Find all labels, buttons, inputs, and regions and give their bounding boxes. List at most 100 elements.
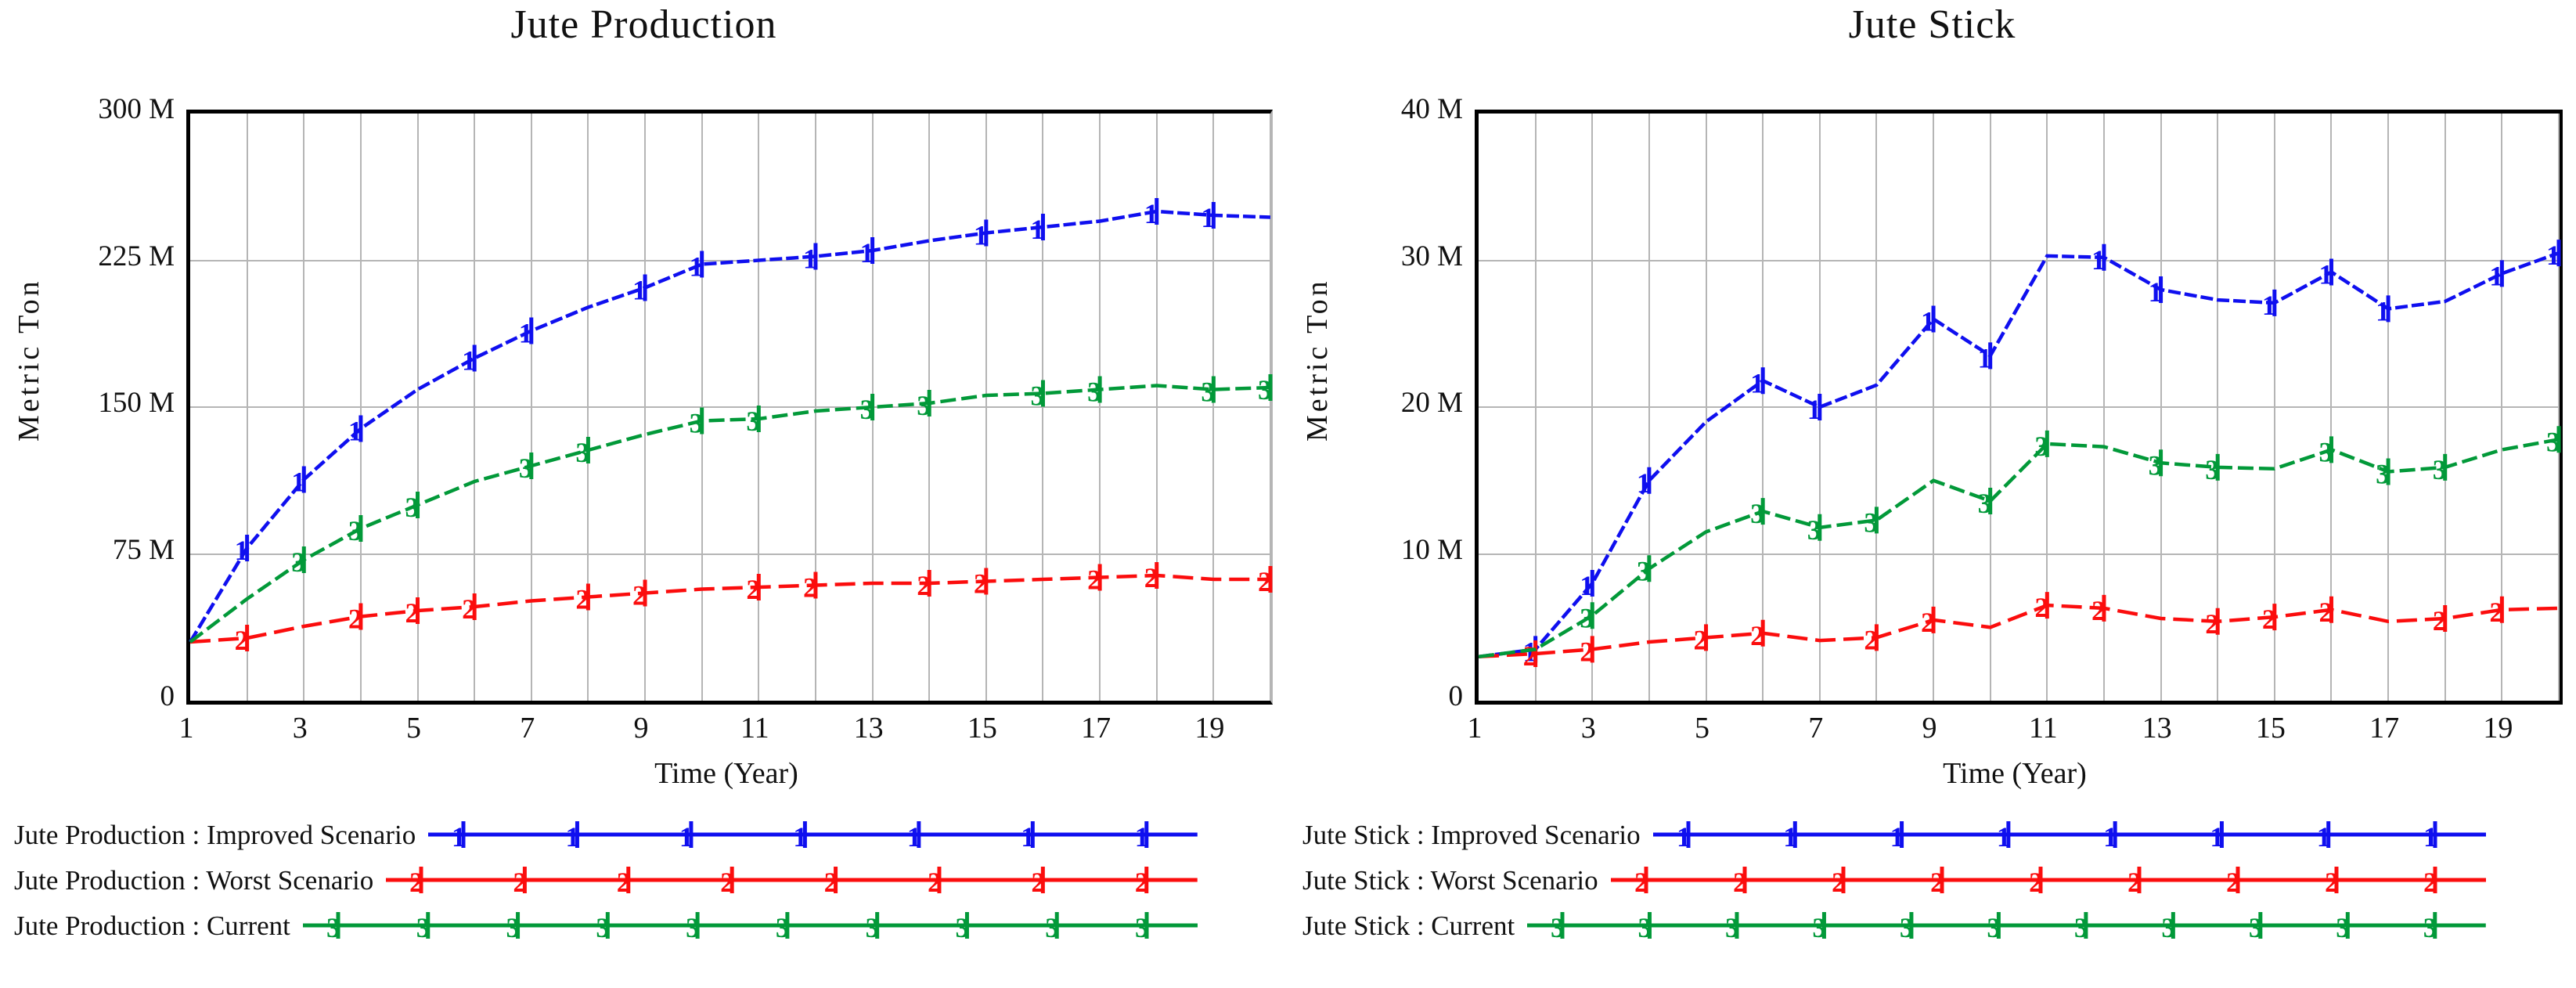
legend: Jute Production : Improved Scenario 1 1 1 1 1… bbox=[14, 813, 1198, 949]
svg-text:3: 3 bbox=[1638, 912, 1652, 943]
marker-digit: 3 bbox=[1807, 514, 1821, 546]
legend: Jute Stick : Improved Scenario 1 1 1 1 1 1 1 1 Ju… bbox=[1302, 813, 2486, 949]
marker-digit: 1 bbox=[2546, 240, 2560, 271]
x-tick-label: 11 bbox=[740, 712, 769, 745]
marker-digit: 2 bbox=[1523, 640, 1537, 672]
svg-text:2: 2 bbox=[824, 867, 838, 898]
marker-digit: 3 bbox=[2433, 454, 2447, 485]
marker-digit: 2 bbox=[1921, 607, 1935, 638]
marker-digit: 1 bbox=[291, 467, 305, 498]
y-tick-label: 10 M bbox=[1400, 533, 1463, 566]
marker-digit: 2 bbox=[2205, 608, 2219, 640]
series-line-2 bbox=[1478, 603, 2560, 659]
marker-digit: 2 bbox=[235, 625, 249, 656]
svg-text:1: 1 bbox=[1677, 821, 1691, 853]
svg-text:3: 3 bbox=[2423, 912, 2437, 943]
x-tick-label: 19 bbox=[2483, 712, 2513, 745]
marker-digit: 1 bbox=[2091, 244, 2106, 276]
legend-row: Jute Production : Improved Scenario 1 1 1 1 1… bbox=[14, 813, 1198, 858]
series-line-3 bbox=[189, 384, 1271, 644]
marker-digit: 3 bbox=[1030, 380, 1044, 412]
marker-digit: 3 bbox=[2318, 436, 2333, 467]
marker-digit: 2 bbox=[974, 568, 988, 600]
legend-row: Jute Stick : Current 3 3 3 3 3 3 3 3 3 3 3 bbox=[1302, 903, 2486, 949]
marker-digit: 1 bbox=[2149, 276, 2163, 308]
marker-digit: 2 bbox=[1144, 562, 1158, 593]
marker-digit: 1 bbox=[2318, 259, 2333, 290]
svg-text:3: 3 bbox=[866, 912, 880, 943]
marker-digit: 3 bbox=[1258, 374, 1272, 406]
series-line-2 bbox=[189, 573, 1270, 644]
svg-text:3: 3 bbox=[506, 912, 520, 943]
svg-text:2: 2 bbox=[1634, 867, 1648, 898]
y-axis-title: Metric Ton bbox=[13, 278, 45, 442]
marker-digit: 1 bbox=[1807, 394, 1821, 425]
marker-digit: 3 bbox=[1978, 488, 1992, 519]
x-tick-label: 7 bbox=[520, 712, 535, 745]
x-tick-label: 9 bbox=[1922, 712, 1937, 745]
marker-digit: 2 bbox=[2091, 595, 2106, 626]
horizontal-gridline bbox=[1479, 259, 2559, 261]
marker-digit: 3 bbox=[2546, 426, 2560, 457]
y-tick-label: 0 bbox=[1448, 680, 1464, 712]
svg-text:2: 2 bbox=[2226, 867, 2240, 898]
x-tick-label: 17 bbox=[2369, 712, 2400, 745]
horizontal-gridline bbox=[1479, 406, 2559, 408]
svg-text:3: 3 bbox=[1900, 912, 1914, 943]
marker-digit: 1 bbox=[860, 237, 874, 269]
x-tick-label: 1 bbox=[178, 712, 194, 745]
legend-row: Jute Production : Current 3 3 3 3 3 3 3 3 3 3 bbox=[14, 903, 1198, 949]
marker-digit: 2 bbox=[2318, 597, 2333, 628]
legend-label: Jute Stick : Worst Scenario bbox=[1302, 865, 1598, 896]
svg-text:3: 3 bbox=[1135, 912, 1149, 943]
marker-digit: 1 bbox=[1030, 214, 1044, 245]
marker-digit: 1 bbox=[2376, 295, 2390, 326]
svg-text:1: 1 bbox=[452, 821, 466, 853]
legend-line-sample: 3 3 3 3 3 3 3 3 3 3 3 bbox=[1527, 912, 2486, 943]
marker-digit: 2 bbox=[803, 572, 817, 604]
svg-text:1: 1 bbox=[2103, 821, 2117, 853]
marker-digit: 1 bbox=[462, 345, 476, 377]
vertical-gridline bbox=[1270, 114, 1271, 701]
marker-digit: 2 bbox=[2262, 604, 2276, 635]
marker-digit: 1 bbox=[2262, 290, 2276, 321]
marker-digit: 1 bbox=[235, 535, 249, 566]
x-tick-label: 13 bbox=[853, 712, 884, 745]
marker-digit: 2 bbox=[2034, 592, 2048, 623]
svg-text:2: 2 bbox=[720, 867, 734, 898]
marker-digit: 3 bbox=[1580, 602, 1594, 633]
legend-line-sample: 1 1 1 1 1 1 1 bbox=[428, 821, 1198, 853]
svg-text:3: 3 bbox=[416, 912, 431, 943]
svg-text:3: 3 bbox=[2074, 912, 2088, 943]
marker-digit: 1 bbox=[974, 220, 988, 251]
marker-digit: 1 bbox=[1921, 306, 1935, 337]
marker-digit: 3 bbox=[2205, 454, 2219, 485]
legend-line-sample: 2 2 2 2 2 2 2 2 2 bbox=[1610, 867, 2486, 898]
svg-text:2: 2 bbox=[1032, 867, 1046, 898]
x-tick-label: 19 bbox=[1194, 712, 1225, 745]
svg-text:3: 3 bbox=[776, 912, 790, 943]
svg-text:3: 3 bbox=[1551, 912, 1565, 943]
series-line-1 bbox=[1478, 251, 2560, 659]
x-tick-label: 5 bbox=[406, 712, 422, 745]
svg-text:1: 1 bbox=[2316, 821, 2330, 853]
series-line-1 bbox=[189, 209, 1271, 644]
svg-text:3: 3 bbox=[2162, 912, 2176, 943]
marker-digit: 3 bbox=[2149, 449, 2163, 481]
y-tick-label: 75 M bbox=[112, 533, 175, 566]
x-tick-label: 3 bbox=[1580, 712, 1596, 745]
x-tick-label: 5 bbox=[1695, 712, 1710, 745]
marker-digit: 2 bbox=[405, 597, 420, 629]
legend-label: Jute Production : Worst Scenario bbox=[14, 865, 374, 896]
marker-digit: 2 bbox=[575, 584, 589, 615]
legend-label: Jute Production : Improved Scenario bbox=[14, 820, 416, 850]
horizontal-gridline bbox=[1479, 553, 2559, 555]
legend-row: Jute Production : Worst Scenario 2 2 2 2 2 2 2 2 bbox=[14, 858, 1198, 903]
y-tick-label: 0 bbox=[160, 680, 175, 712]
y-tick-label: 300 M bbox=[98, 93, 175, 125]
